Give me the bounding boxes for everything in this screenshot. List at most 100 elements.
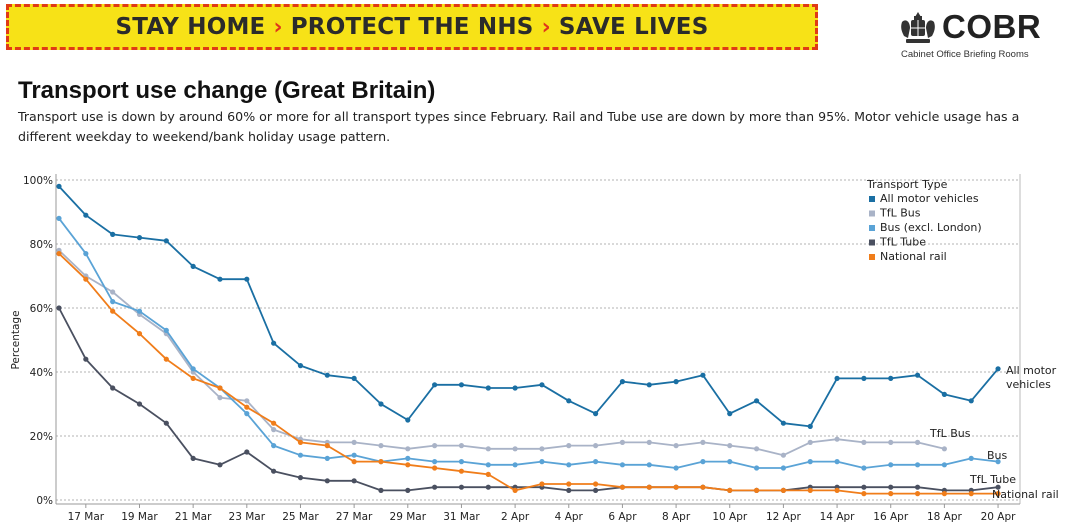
data-point-tfl-bus bbox=[217, 395, 223, 401]
data-point-all-motor-vehicles bbox=[566, 398, 572, 404]
data-point-tfl-bus bbox=[351, 439, 357, 445]
data-point-bus-excl-london bbox=[405, 455, 411, 461]
y-tick-label: 60% bbox=[30, 303, 53, 315]
data-point-national-rail bbox=[780, 487, 787, 493]
slogan-protect-nhs: PROTECT THE NHS bbox=[290, 14, 534, 40]
data-point-tfl-tube bbox=[351, 478, 357, 484]
data-point-tfl-tube bbox=[566, 487, 572, 493]
royal-crest-icon bbox=[901, 12, 935, 43]
data-point-tfl-bus bbox=[941, 446, 947, 452]
legend-entry: National rail bbox=[880, 250, 947, 263]
data-point-tfl-tube bbox=[888, 484, 894, 490]
data-point-bus-excl-london bbox=[271, 443, 277, 449]
legend-entry: TfL Tube bbox=[879, 236, 926, 249]
y-tick-label: 100% bbox=[23, 175, 53, 187]
data-point-national-rail bbox=[888, 491, 894, 497]
data-point-bus-excl-london bbox=[566, 462, 572, 468]
data-point-all-motor-vehicles bbox=[727, 411, 733, 417]
data-point-bus-excl-london bbox=[593, 459, 599, 465]
data-point-tfl-tube bbox=[324, 478, 330, 484]
x-tick-label: 27 Mar bbox=[336, 511, 373, 523]
y-tick-label: 80% bbox=[30, 239, 53, 251]
data-point-bus-excl-london bbox=[807, 459, 813, 465]
series-end-label: National rail bbox=[992, 488, 1059, 501]
data-point-tfl-tube bbox=[271, 468, 277, 474]
data-point-tfl-bus bbox=[780, 452, 787, 458]
data-point-all-motor-vehicles bbox=[914, 372, 921, 378]
y-tick-label: 40% bbox=[30, 367, 53, 379]
chevron-right-icon: › bbox=[273, 14, 283, 40]
chevron-right-icon: › bbox=[541, 14, 551, 40]
data-point-bus-excl-london bbox=[190, 366, 196, 372]
data-point-tfl-bus bbox=[539, 446, 545, 452]
data-point-all-motor-vehicles bbox=[297, 363, 304, 369]
data-point-tfl-tube bbox=[83, 356, 89, 362]
data-point-bus-excl-london bbox=[432, 459, 438, 465]
page-description: Transport use is down by around 60% or m… bbox=[18, 109, 1020, 144]
data-point-tfl-tube bbox=[190, 455, 196, 461]
data-point-tfl-tube bbox=[593, 487, 599, 493]
data-point-bus-excl-london bbox=[83, 251, 89, 257]
data-point-tfl-tube bbox=[297, 475, 304, 481]
slogan-text: STAY HOME › PROTECT THE NHS › SAVE LIVES bbox=[116, 14, 709, 40]
data-point-national-rail bbox=[539, 481, 545, 487]
data-point-tfl-bus bbox=[405, 446, 411, 452]
data-point-tfl-tube bbox=[163, 420, 169, 426]
data-point-all-motor-vehicles bbox=[834, 375, 840, 381]
legend-swatch bbox=[869, 239, 875, 246]
data-point-national-rail bbox=[700, 484, 706, 490]
data-point-national-rail bbox=[136, 331, 143, 337]
data-point-national-rail bbox=[56, 251, 62, 257]
data-point-bus-excl-london bbox=[619, 462, 626, 468]
data-point-tfl-tube bbox=[432, 484, 438, 490]
x-tick-label: 12 Apr bbox=[766, 511, 802, 523]
data-point-all-motor-vehicles bbox=[190, 263, 196, 269]
data-point-tfl-bus bbox=[485, 446, 491, 452]
legend-swatch bbox=[869, 225, 875, 231]
data-point-all-motor-vehicles bbox=[888, 375, 894, 381]
data-point-national-rail bbox=[861, 491, 867, 497]
x-tick-label: 20 Apr bbox=[981, 511, 1017, 523]
series-end-label: vehicles bbox=[1006, 378, 1051, 391]
data-point-national-rail bbox=[646, 484, 652, 490]
data-point-national-rail bbox=[968, 491, 974, 497]
data-point-tfl-bus bbox=[458, 443, 465, 449]
data-point-tfl-tube bbox=[458, 484, 465, 490]
series-line-national-rail bbox=[58, 252, 999, 495]
data-point-bus-excl-london bbox=[136, 308, 143, 314]
logo-subtitle: Cabinet Office Briefing Rooms bbox=[901, 49, 1029, 60]
data-point-tfl-bus bbox=[753, 446, 760, 452]
data-point-tfl-bus bbox=[673, 443, 679, 449]
x-tick-label: 2 Apr bbox=[501, 511, 530, 523]
x-axis: 17 Mar 19 Mar 21 Mar 23 Mar 25 Mar 27 Mar 29 M… bbox=[68, 504, 1017, 523]
data-point-bus-excl-london bbox=[163, 327, 169, 333]
data-point-all-motor-vehicles bbox=[271, 340, 277, 346]
data-point-tfl-bus bbox=[888, 439, 894, 445]
x-tick-label: 21 Mar bbox=[175, 511, 212, 523]
data-point-national-rail bbox=[244, 404, 250, 410]
data-point-bus-excl-london bbox=[485, 462, 491, 468]
data-point-all-motor-vehicles bbox=[593, 411, 599, 417]
cobr-logo: COBR Cabinet Office Briefing Rooms bbox=[896, 8, 1056, 60]
data-point-national-rail bbox=[110, 308, 116, 314]
data-point-all-motor-vehicles bbox=[244, 276, 250, 282]
data-point-all-motor-vehicles bbox=[83, 212, 89, 218]
data-point-national-rail bbox=[271, 420, 277, 426]
data-point-all-motor-vehicles bbox=[861, 375, 867, 381]
x-tick-label: 19 Mar bbox=[121, 511, 158, 523]
data-point-bus-excl-london bbox=[351, 452, 357, 458]
data-point-national-rail bbox=[593, 481, 599, 487]
x-tick-label: 25 Mar bbox=[282, 511, 319, 523]
data-point-bus-excl-london bbox=[861, 465, 867, 471]
slogan-banner: STAY HOME › PROTECT THE NHS › SAVE LIVES bbox=[6, 4, 818, 50]
data-point-all-motor-vehicles bbox=[56, 183, 62, 189]
data-point-all-motor-vehicles bbox=[351, 375, 357, 381]
data-point-national-rail bbox=[619, 484, 626, 490]
data-point-national-rail bbox=[941, 491, 947, 497]
data-point-tfl-bus bbox=[861, 439, 867, 445]
data-point-tfl-bus bbox=[432, 443, 438, 449]
x-tick-label: 23 Mar bbox=[229, 511, 266, 523]
x-tick-label: 14 Apr bbox=[820, 511, 856, 523]
legend-swatch bbox=[869, 196, 875, 202]
